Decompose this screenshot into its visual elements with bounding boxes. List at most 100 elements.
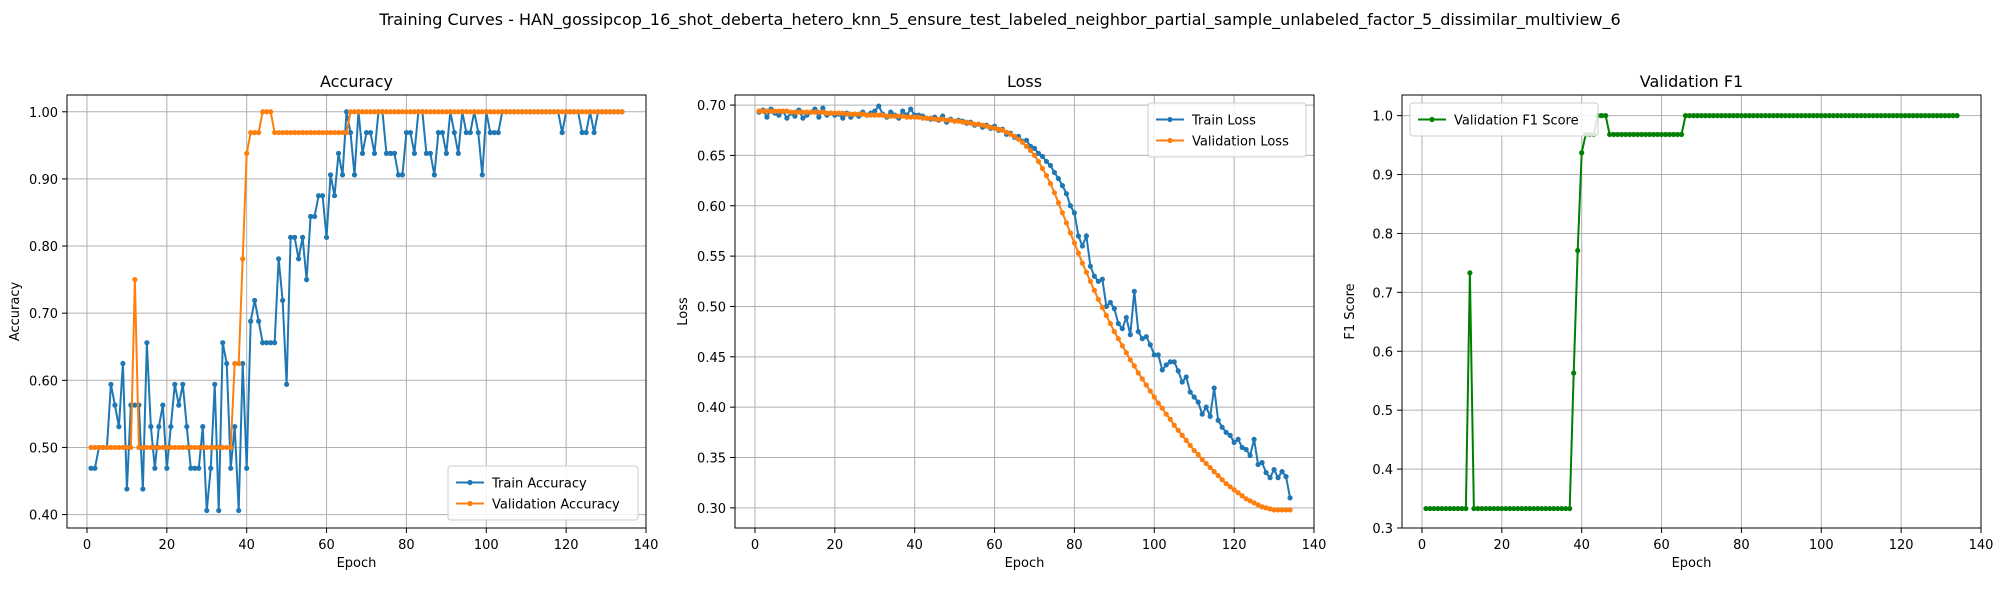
data-point [296,129,302,136]
data-point [1287,507,1293,513]
data-point [1171,359,1177,365]
data-point [1159,367,1165,373]
data-point [1267,506,1273,512]
data-point [1095,296,1101,303]
data-point [1211,385,1217,391]
data-point [268,109,274,115]
data-point [164,444,170,451]
y-axis-label: Loss [676,297,691,326]
data-point [1607,131,1613,138]
data-point [1603,113,1609,119]
data-point [407,109,414,115]
data-point [880,112,886,118]
data-point [1191,447,1197,454]
data-point [1055,175,1062,182]
data-point [1830,113,1836,119]
data-point [1822,113,1828,119]
data-point [411,150,417,156]
data-point [1726,113,1733,119]
data-point [1267,475,1273,481]
data-point [359,109,366,115]
data-point [1535,505,1541,512]
data-point [495,109,501,115]
data-point [1003,129,1010,135]
data-point [796,109,802,115]
data-point [1063,191,1070,197]
data-point [1199,456,1205,463]
data-point [403,109,410,115]
data-point [999,127,1006,133]
data-point [180,381,186,387]
y-tick-label: 0.30 [697,502,726,517]
data-point [975,121,982,127]
data-point [311,129,318,136]
data-point [1091,273,1097,279]
data-point [1243,446,1249,453]
data-point [1271,507,1277,513]
data-point [224,360,230,367]
data-point [1247,498,1253,504]
data-point [1770,113,1776,119]
data-point [952,118,958,124]
data-point [1758,113,1764,119]
data-point [1163,411,1169,417]
data-point [1503,505,1509,512]
y-tick-label: 0.90 [29,173,58,188]
data-point [1131,288,1137,294]
data-point [168,444,174,451]
data-point [116,424,122,430]
data-point [1035,150,1042,156]
data-point [1814,113,1820,119]
data-point [1059,183,1066,189]
data-point [1778,113,1784,119]
data-point [455,150,461,156]
x-tick-label: 60 [318,538,335,553]
data-point [156,424,162,430]
data-point [836,110,842,116]
data-point [343,109,350,115]
data-point [967,120,974,126]
data-point [1722,113,1729,119]
data-point [1579,150,1585,156]
data-point [367,109,374,115]
data-point [1738,113,1745,119]
data-point [280,129,286,136]
data-point [288,234,294,240]
data-point [567,109,573,115]
data-point [1906,113,1912,119]
data-point [1255,502,1261,508]
data-point [611,109,617,115]
data-point [487,129,493,136]
data-point [260,340,266,346]
data-point [228,465,234,471]
data-point [575,109,581,115]
data-point [788,109,794,115]
data-point [224,444,230,451]
data-point [1475,505,1481,512]
legend-label: Validation Accuracy [492,498,620,513]
data-point [1491,505,1497,512]
y-axis-label: F1 Score [1343,283,1358,339]
data-point [587,109,593,115]
data-point [784,115,790,121]
data-point [527,109,533,115]
data-point [872,108,878,114]
data-point [288,129,294,136]
data-point [1087,278,1093,284]
data-point [1139,336,1145,342]
data-point [499,109,505,115]
x-tick-label: 60 [986,538,1003,553]
data-point [216,444,222,451]
data-point [256,318,262,324]
data-point [908,106,914,112]
data-point [327,129,334,136]
data-point [1447,505,1453,512]
data-point [1926,113,1932,119]
data-point [240,360,246,367]
data-point [455,109,461,115]
data-point [1678,131,1685,138]
data-point [435,129,441,136]
x-tick-label: 80 [1066,538,1083,553]
data-point [924,115,930,121]
